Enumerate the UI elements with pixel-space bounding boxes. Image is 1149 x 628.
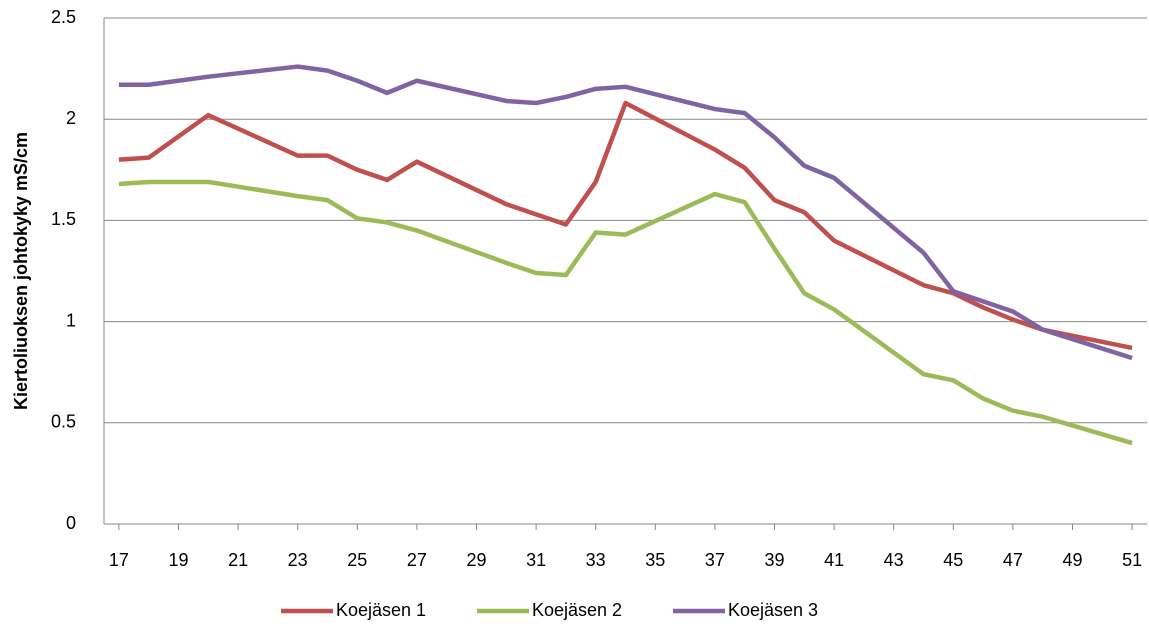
x-tick-label: 43 (884, 550, 904, 570)
x-tick-label: 21 (228, 550, 248, 570)
legend-label: Koejäsen 2 (532, 600, 622, 620)
x-tick-label: 27 (407, 550, 427, 570)
x-tick-label: 19 (168, 550, 188, 570)
legend-label: Koejäsen 1 (336, 600, 426, 620)
line-series (118, 64, 1133, 361)
line-series (118, 100, 1133, 351)
x-tick-label: 45 (943, 550, 963, 570)
x-tick-label: 39 (764, 550, 784, 570)
x-tick-label: 17 (109, 550, 129, 570)
y-tick-label: 0.5 (51, 412, 76, 432)
x-tick-label: 37 (705, 550, 725, 570)
x-tick-label: 47 (1003, 550, 1023, 570)
x-tick-label: 25 (347, 550, 367, 570)
x-tick-label: 23 (288, 550, 308, 570)
y-tick-label: 2.5 (51, 7, 76, 27)
y-tick-label: 0 (66, 513, 76, 533)
x-tick-label: 29 (466, 550, 486, 570)
x-tick-label: 41 (824, 550, 844, 570)
y-tick-label: 1.5 (51, 209, 76, 229)
legend-label: Koejäsen 3 (728, 600, 818, 620)
y-axis-label: Kiertoliuoksen johtokyky mS/cm (11, 132, 31, 410)
y-tick-label: 2 (66, 108, 76, 128)
x-tick-label: 33 (586, 550, 606, 570)
x-tick-label: 49 (1062, 550, 1082, 570)
line-series (118, 179, 1133, 446)
x-tick-label: 51 (1122, 550, 1142, 570)
y-tick-label: 1 (66, 310, 76, 330)
x-tick-label: 31 (526, 550, 546, 570)
x-tick-label: 35 (645, 550, 665, 570)
